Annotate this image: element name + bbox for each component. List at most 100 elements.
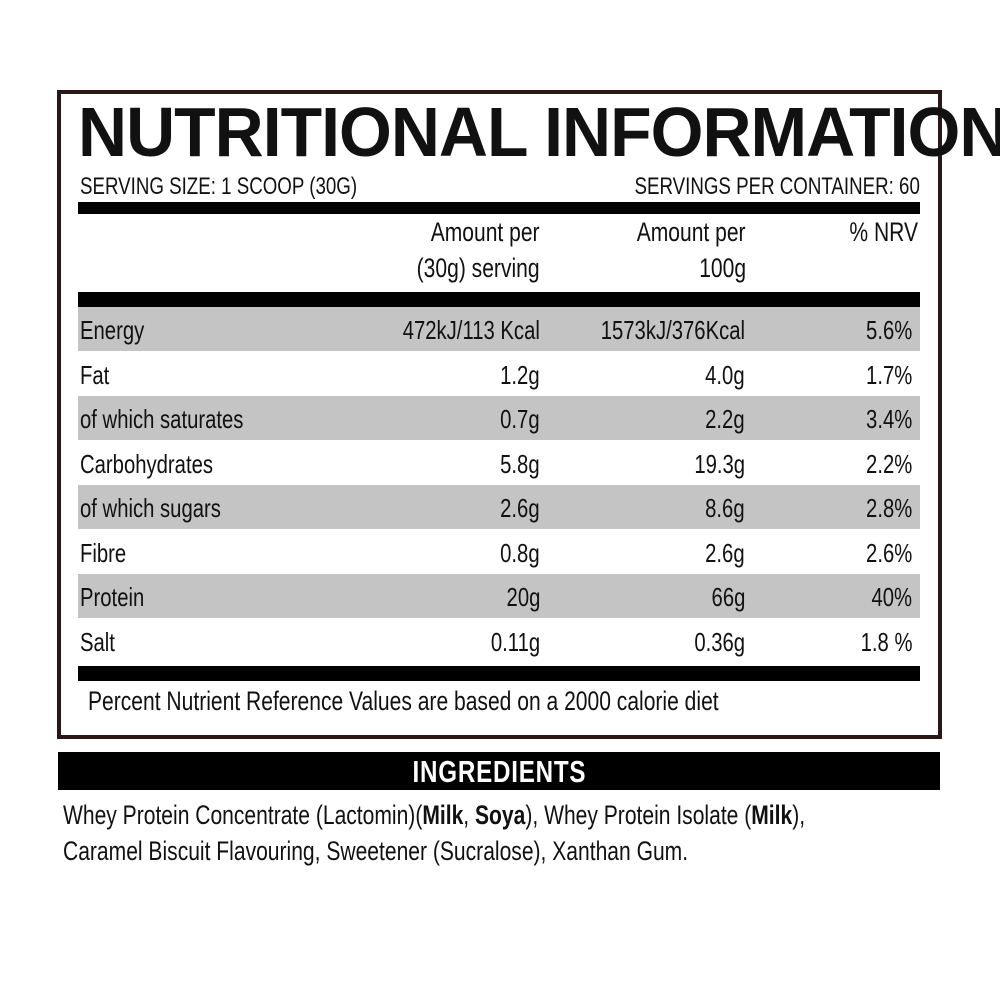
nrv-value-text: 2.8% xyxy=(865,493,912,523)
nutrient-name-text: Protein xyxy=(80,582,145,612)
nutrient-name: Carbohydrates xyxy=(80,441,251,485)
table-row: Energy 472kJ/113 Kcal 1573kJ/376Kcal 5.6% xyxy=(78,307,920,351)
per-100g-value: 0.36g xyxy=(680,619,745,663)
per-serving-value: 0.7g xyxy=(489,396,540,440)
per-100g-value-text: 8.6g xyxy=(705,493,745,523)
nrv-value-text: 3.4% xyxy=(865,404,912,434)
nrv-value-text: 5.6% xyxy=(865,315,912,345)
nutrition-panel xyxy=(57,90,942,739)
nutrient-name: Protein xyxy=(80,574,162,618)
per-serving-value-text: 20g xyxy=(506,582,540,612)
header-text: % NRV xyxy=(849,217,918,247)
allergen-text: Milk xyxy=(422,800,464,830)
header-per-100g: Amount per 100g xyxy=(606,214,746,286)
nutrient-name-text: of which sugars xyxy=(80,493,221,523)
per-100g-value: 4.0g xyxy=(694,352,745,396)
header-text: Amount per xyxy=(431,217,540,247)
table-row: Fibre 0.8g 2.6g 2.6% xyxy=(78,530,920,574)
ingredients-line-2: Caramel Biscuit Flavouring, Sweetener (S… xyxy=(63,836,689,866)
per-100g-value: 66g xyxy=(702,574,745,618)
ingredients-line-1: Whey Protein Concentrate (Lactomin)(Milk… xyxy=(63,797,805,833)
nrv-value-text: 1.7% xyxy=(865,359,912,390)
per-100g-value-text: 1573kJ/376Kcal xyxy=(600,315,745,345)
per-serving-value: 1.2g xyxy=(489,352,540,396)
servings-text: SERVINGS PER CONTAINER: 60 xyxy=(634,173,920,200)
per-serving-value-text: 5.8g xyxy=(500,448,540,479)
nutrient-name: Salt xyxy=(80,619,125,663)
servings-per-container: SERVINGS PER CONTAINER: 60 xyxy=(554,173,920,201)
table-row: Protein 20g 66g 40% xyxy=(78,574,920,618)
nrv-value-text: 2.2% xyxy=(865,448,912,479)
per-serving-value-text: 0.8g xyxy=(500,537,540,568)
per-serving-value-text: 472kJ/113 Kcal xyxy=(402,315,540,345)
title-text: NUTRITIONAL INFORMATION xyxy=(78,93,1000,171)
allergen-text: Milk xyxy=(751,800,793,830)
per-serving-value: 0.8g xyxy=(489,530,540,574)
table-row: of which sugars 2.6g 8.6g 2.8% xyxy=(78,485,920,529)
header-text: Amount per xyxy=(637,217,746,247)
header-text: (30g) serving xyxy=(417,253,540,283)
ingredient-text: , xyxy=(463,800,476,830)
per-100g-value: 1573kJ/376Kcal xyxy=(560,307,745,351)
divider-bar xyxy=(78,292,920,307)
ingredients-heading: INGREDIENTS xyxy=(58,752,940,790)
nrv-value: 2.8% xyxy=(853,485,912,529)
nrv-value: 2.6% xyxy=(853,530,912,574)
nutrient-name: Energy xyxy=(80,307,162,351)
footnote-text: Percent Nutrient Reference Values are ba… xyxy=(88,686,719,716)
nrv-value-text: 1.8 % xyxy=(860,626,912,657)
per-serving-value-text: 0.11g xyxy=(490,626,540,657)
page-title: NUTRITIONAL INFORMATION xyxy=(78,92,1000,172)
nrv-value-text: 2.6% xyxy=(865,537,912,568)
per-serving-value: 2.6g xyxy=(489,485,540,529)
allergen-text: Soya xyxy=(475,800,526,830)
table-row: Carbohydrates 5.8g 19.3g 2.2% xyxy=(78,441,920,485)
ingredients-text: Whey Protein Concentrate (Lactomin)(Milk… xyxy=(63,797,1000,869)
nutrient-name-text: Fibre xyxy=(80,537,127,568)
per-serving-value-text: 2.6g xyxy=(500,493,540,523)
per-serving-value: 20g xyxy=(497,574,540,618)
per-100g-value-text: 4.0g xyxy=(705,359,745,390)
header-text: 100g xyxy=(699,253,746,283)
per-serving-value-text: 1.2g xyxy=(500,359,540,390)
nutrient-name: Fat xyxy=(80,352,118,396)
nutrient-name: of which saturates xyxy=(80,396,290,440)
table-row: Salt 0.11g 0.36g 1.8 % xyxy=(78,619,920,663)
per-100g-value-text: 0.36g xyxy=(694,626,745,657)
ingredients-heading-text: INGREDIENTS xyxy=(412,754,586,789)
nutrient-name-text: Fat xyxy=(80,359,110,390)
header-per-serving: Amount per (30g) serving xyxy=(382,214,540,286)
ingredient-text: ), Whey Protein Isolate ( xyxy=(525,800,752,830)
per-100g-value-text: 2.6g xyxy=(705,537,745,568)
ingredient-text: ), xyxy=(792,800,806,830)
nutrient-name-text: Carbohydrates xyxy=(80,448,214,479)
divider-bar xyxy=(78,202,920,214)
per-100g-value: 2.6g xyxy=(694,530,745,574)
header-nrv: % NRV xyxy=(830,214,918,250)
serving-size-text: SERVING SIZE: 1 SCOOP (30G) xyxy=(80,173,358,200)
nrv-value: 3.4% xyxy=(853,396,912,440)
per-100g-value: 8.6g xyxy=(694,485,745,529)
per-100g-value-text: 2.2g xyxy=(705,404,745,434)
table-row: Fat 1.2g 4.0g 1.7% xyxy=(78,352,920,396)
per-100g-value-text: 19.3g xyxy=(694,448,745,479)
nrv-value: 1.8 % xyxy=(846,619,912,663)
per-100g-value-text: 66g xyxy=(711,582,745,612)
per-serving-value-text: 0.7g xyxy=(500,404,540,434)
nrv-value: 5.6% xyxy=(853,307,912,351)
nutrient-name: Fibre xyxy=(80,530,139,574)
footnote: Percent Nutrient Reference Values are ba… xyxy=(88,684,897,718)
nutrient-name: of which sugars xyxy=(80,485,261,529)
serving-size: SERVING SIZE: 1 SCOOP (30G) xyxy=(80,173,435,201)
per-100g-value: 19.3g xyxy=(680,441,745,485)
nrv-value-text: 40% xyxy=(871,582,912,612)
per-100g-value: 2.2g xyxy=(694,396,745,440)
nrv-value: 40% xyxy=(860,574,912,618)
per-serving-value: 5.8g xyxy=(489,441,540,485)
per-serving-value: 0.11g xyxy=(477,619,540,663)
nrv-value: 2.2% xyxy=(853,441,912,485)
nutrient-name-text: of which saturates xyxy=(80,404,244,434)
divider-bar xyxy=(78,666,920,681)
ingredient-text: Whey Protein Concentrate (Lactomin)( xyxy=(63,800,423,830)
table-row: of which saturates 0.7g 2.2g 3.4% xyxy=(78,396,920,440)
